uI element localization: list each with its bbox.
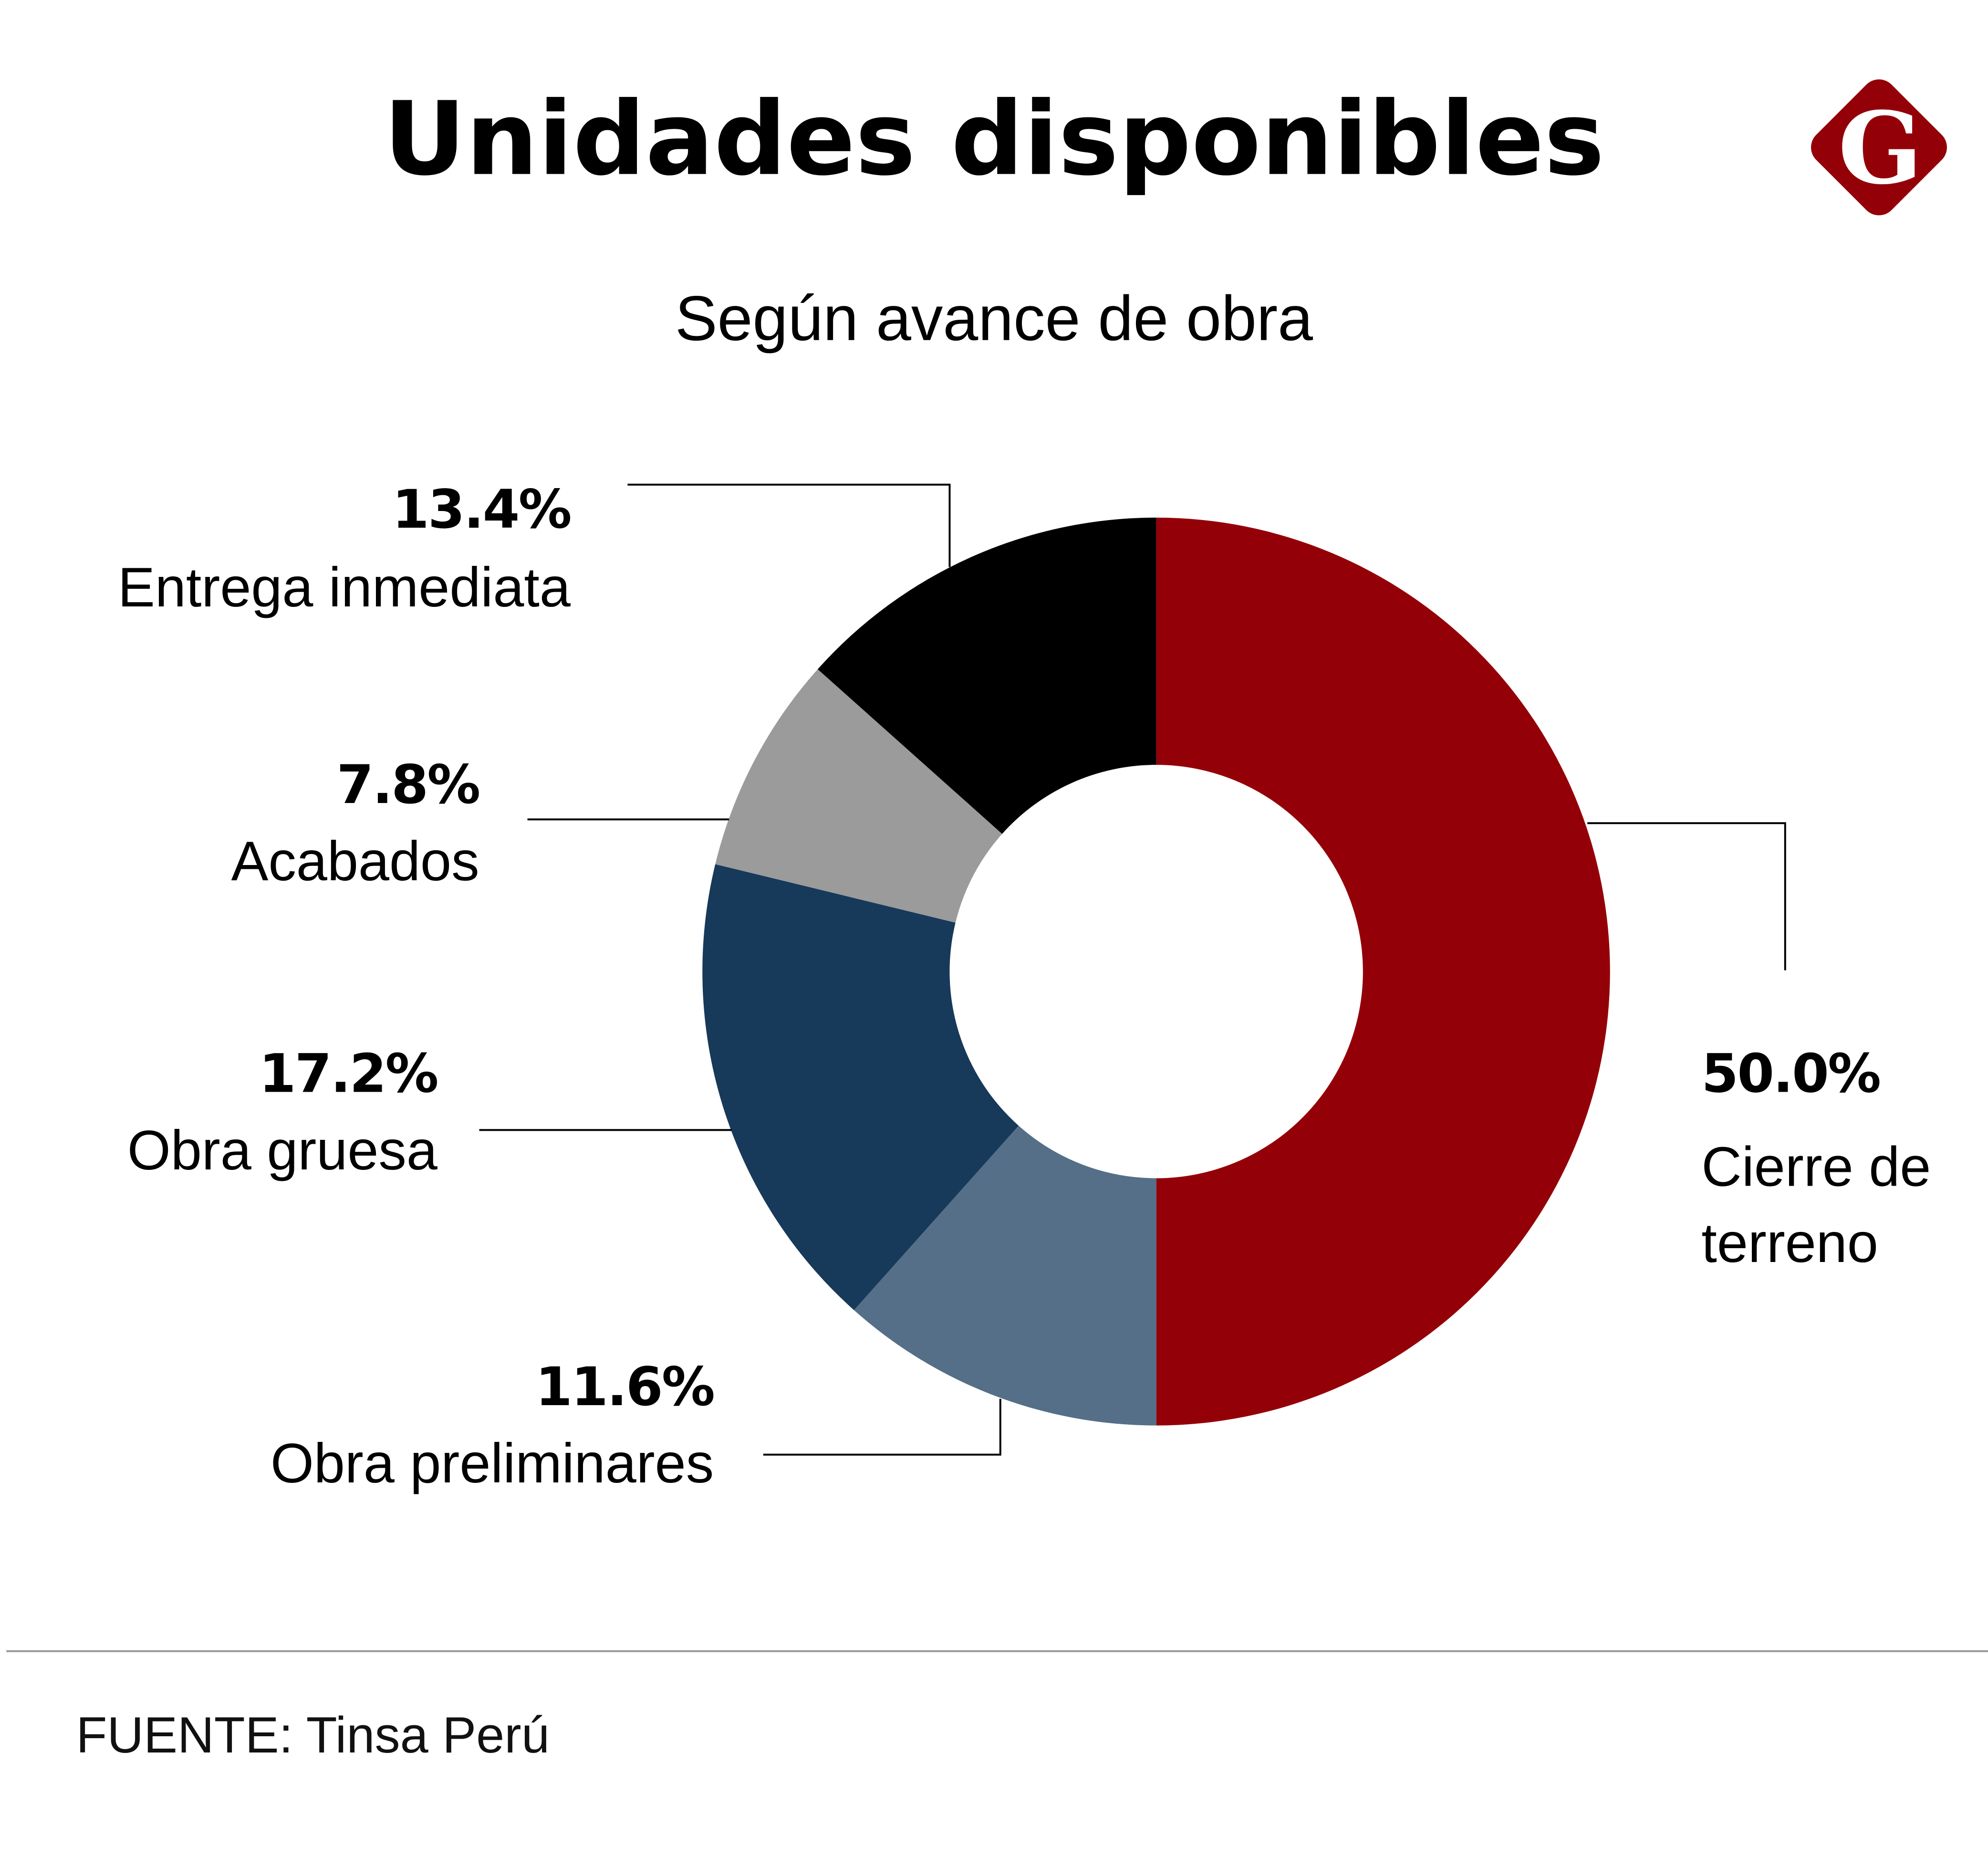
leader-line-cierre [1587,822,1786,970]
category-label-entrega: Entrega inmediata [118,556,571,618]
slice-cierre-de-terreno [1156,517,1610,1426]
data-label-preliminares: 11.6% [535,1356,714,1418]
leader-line-entrega [627,483,951,567]
chart-subtitle: Según avance de obra [675,283,1313,354]
slice-entrega-inmediata [817,517,1156,834]
category-label-obra-gruesa: Obra gruesa [127,1119,438,1181]
logo-letter: G [1838,90,1923,206]
leader-line-preliminares [763,1398,1001,1456]
data-label-cierre: 50.0% [1701,1043,1880,1105]
slice-obra-preliminares [854,1126,1156,1426]
data-label-obra-gruesa: 17.2% [259,1043,437,1105]
category-label-acabados: Acabados [231,830,479,892]
category-label-cierre-line1: Cierre de [1701,1135,1931,1198]
data-label-entrega: 13.4% [392,479,571,541]
data-label-acabados: 7.8% [337,754,479,816]
slice-acabados [715,669,1002,923]
source-note: FUENTE: Tinsa Perú [76,1707,549,1763]
slice-obra-gruesa [702,864,1019,1310]
donut [702,517,1610,1426]
chart-title: Unidades disponibles [384,81,1604,198]
logo: G [1811,79,1947,216]
category-label-preliminares: Obra preliminares [271,1432,714,1494]
category-label-cierre-line2: terreno [1701,1211,1878,1274]
